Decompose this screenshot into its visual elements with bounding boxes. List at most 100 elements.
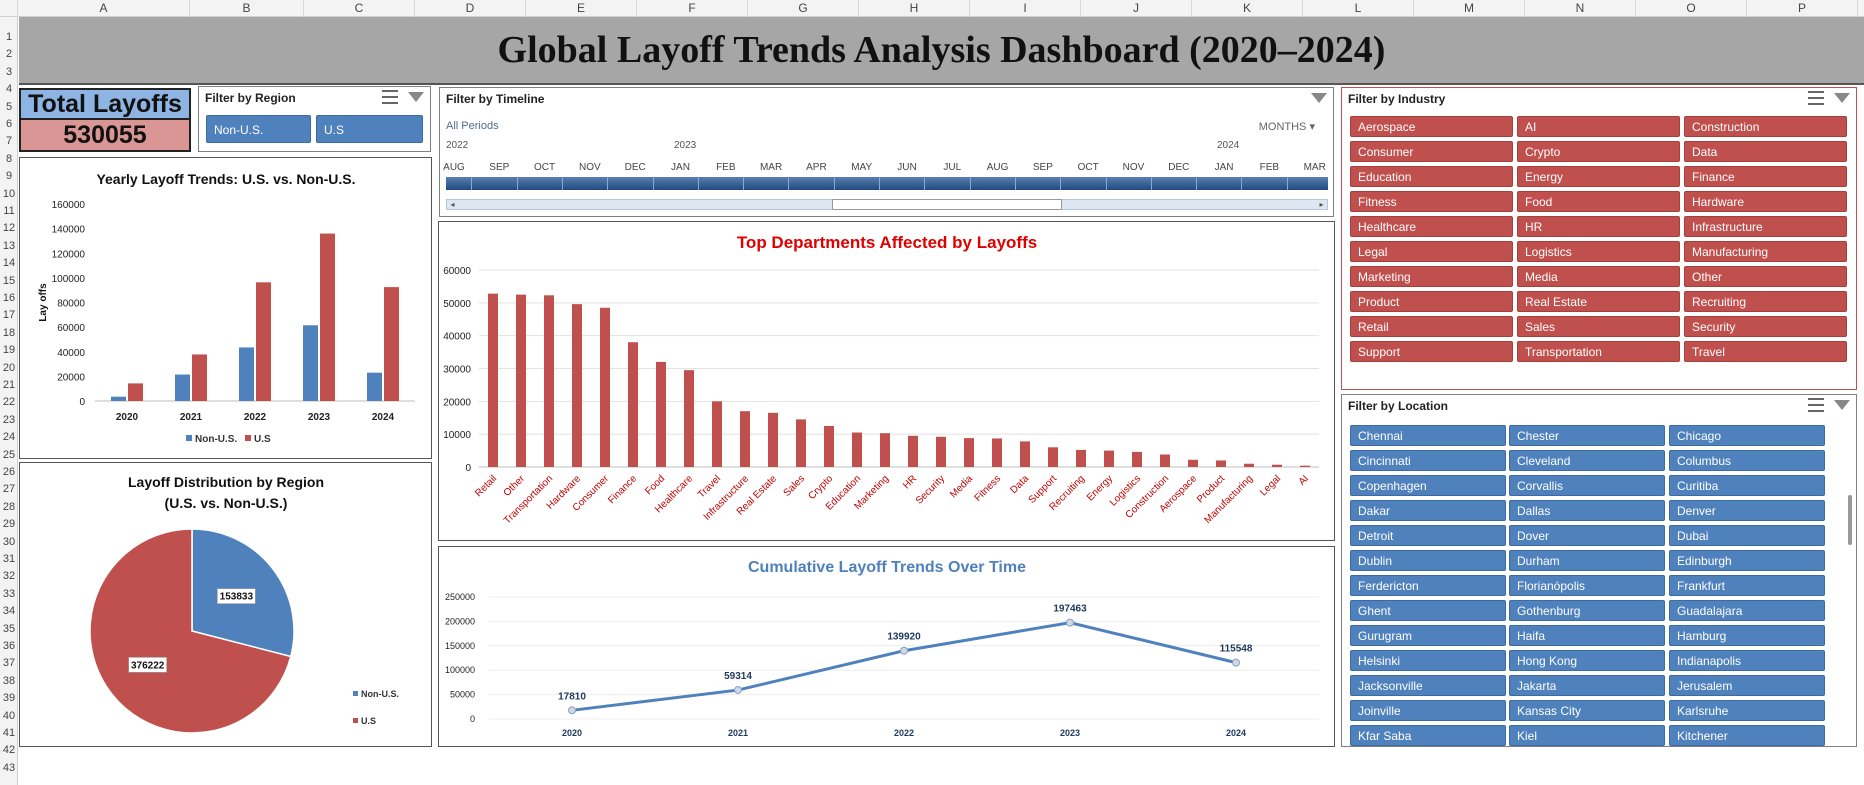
row-header[interactable]: 38 — [2, 674, 16, 687]
department-bar[interactable] — [824, 425, 834, 467]
column-header[interactable]: L — [1303, 0, 1414, 17]
department-bar[interactable] — [1272, 464, 1282, 467]
industry-option[interactable]: Travel — [1684, 341, 1847, 362]
industry-option[interactable]: Media — [1517, 266, 1680, 287]
department-bar[interactable] — [488, 293, 498, 467]
department-bar[interactable] — [1104, 450, 1114, 467]
industry-option[interactable]: Sales — [1517, 316, 1680, 337]
industry-option[interactable]: Transportation — [1517, 341, 1680, 362]
row-header[interactable]: 9 — [5, 170, 13, 183]
row-header[interactable]: 27 — [2, 483, 16, 496]
column-header[interactable]: D — [415, 0, 526, 17]
row-header[interactable]: 8 — [5, 152, 13, 165]
row-header[interactable]: 32 — [2, 570, 16, 583]
row-header[interactable]: 11 — [3, 205, 15, 217]
industry-option[interactable]: HR — [1517, 216, 1680, 237]
row-header[interactable]: 24 — [2, 431, 16, 444]
scroll-right-icon[interactable]: ▸ — [1319, 200, 1324, 209]
location-option[interactable]: Denver — [1669, 500, 1825, 521]
department-bar[interactable] — [1188, 459, 1198, 467]
column-header[interactable]: O — [1636, 0, 1747, 17]
location-option[interactable]: Detroit — [1350, 525, 1506, 546]
location-option[interactable]: Chicago — [1669, 425, 1825, 446]
location-option[interactable]: Dakar — [1350, 500, 1506, 521]
industry-option[interactable]: Crypto — [1517, 141, 1680, 162]
row-header[interactable]: 4 — [5, 83, 13, 96]
timeline-month[interactable]: AUG — [443, 162, 465, 173]
row-header[interactable]: 41 — [2, 727, 16, 739]
row-header[interactable]: 35 — [2, 622, 16, 635]
row-header[interactable]: 2 — [5, 48, 13, 61]
industry-option[interactable]: Retail — [1350, 316, 1513, 337]
row-header[interactable]: 29 — [2, 518, 16, 531]
industry-option[interactable]: Finance — [1684, 166, 1847, 187]
industry-option[interactable]: Education — [1350, 166, 1513, 187]
industry-option[interactable]: Real Estate — [1517, 291, 1680, 312]
department-bar[interactable] — [992, 438, 1002, 467]
location-option[interactable]: Haifa — [1509, 625, 1665, 646]
location-option[interactable]: Columbus — [1669, 450, 1825, 471]
department-bar[interactable] — [908, 435, 918, 467]
timeline-month[interactable]: APR — [806, 162, 827, 173]
bar-non-us[interactable] — [111, 396, 126, 401]
location-option[interactable]: Helsinki — [1350, 650, 1506, 671]
timeline-month[interactable]: SEP — [1032, 162, 1053, 173]
row-header[interactable]: 34 — [2, 605, 16, 618]
timeline-month[interactable]: MAY — [851, 162, 873, 173]
industry-option[interactable]: Security — [1684, 316, 1847, 337]
timeline-month[interactable]: FEB — [1259, 162, 1280, 173]
timeline-month[interactable]: OCT — [534, 162, 556, 173]
industry-option[interactable]: Recruiting — [1684, 291, 1847, 312]
department-bar[interactable] — [796, 419, 806, 467]
department-bar[interactable] — [768, 412, 778, 467]
timeline-month[interactable]: MAR — [1303, 162, 1326, 173]
bar-non-us[interactable] — [175, 374, 190, 401]
row-header[interactable]: 42 — [2, 744, 16, 757]
multi-select-icon[interactable] — [382, 90, 398, 104]
column-header[interactable]: F — [637, 0, 748, 17]
department-bar[interactable] — [712, 401, 722, 467]
industry-option[interactable]: Other — [1684, 266, 1847, 287]
industry-option[interactable]: Fitness — [1350, 191, 1513, 212]
clear-filter-icon[interactable] — [1834, 400, 1850, 410]
location-option[interactable]: Kansas City — [1509, 700, 1665, 721]
location-option[interactable]: Jacksonville — [1350, 675, 1506, 696]
row-header[interactable]: 10 — [2, 187, 16, 200]
timeline-month[interactable]: JAN — [1214, 162, 1234, 173]
timeline-month[interactable]: JAN — [671, 162, 690, 173]
location-option[interactable]: Jakarta — [1509, 675, 1665, 696]
department-bar[interactable] — [964, 438, 974, 467]
column-header[interactable]: G — [748, 0, 859, 17]
row-header[interactable]: 30 — [2, 535, 16, 548]
line-point[interactable] — [1066, 618, 1074, 627]
timeline-month[interactable]: DEC — [624, 162, 646, 173]
clear-filter-icon[interactable] — [1311, 93, 1327, 103]
department-bar[interactable] — [516, 294, 526, 467]
department-bar[interactable] — [1048, 447, 1058, 467]
location-option[interactable]: Chester — [1509, 425, 1665, 446]
location-option[interactable]: Kfar Saba — [1350, 725, 1506, 746]
column-header[interactable]: M — [1414, 0, 1525, 17]
industry-option[interactable]: AI — [1517, 116, 1680, 137]
row-header[interactable]: 36 — [2, 640, 16, 652]
industry-option[interactable]: Marketing — [1350, 266, 1513, 287]
row-header[interactable]: 3 — [5, 65, 13, 78]
industry-option[interactable]: Energy — [1517, 166, 1680, 187]
department-bar[interactable] — [880, 433, 890, 467]
industry-option[interactable]: Product — [1350, 291, 1513, 312]
location-option[interactable]: Copenhagen — [1350, 475, 1506, 496]
row-header[interactable]: 28 — [2, 500, 16, 513]
timeline-month[interactable]: OCT — [1077, 162, 1099, 173]
location-option[interactable]: Frankfurt — [1669, 575, 1825, 596]
location-option[interactable]: Kiel — [1509, 725, 1665, 746]
bar-us[interactable] — [192, 354, 207, 401]
industry-option[interactable]: Hardware — [1684, 191, 1847, 212]
column-header[interactable]: H — [859, 0, 970, 17]
industry-option[interactable]: Consumer — [1350, 141, 1513, 162]
row-header[interactable]: 5 — [5, 100, 13, 113]
department-bar[interactable] — [544, 295, 554, 467]
row-header[interactable]: 21 — [2, 379, 16, 391]
row-header[interactable]: 31 — [2, 553, 16, 565]
department-bar[interactable] — [1020, 441, 1030, 467]
bar-us[interactable] — [384, 287, 399, 401]
